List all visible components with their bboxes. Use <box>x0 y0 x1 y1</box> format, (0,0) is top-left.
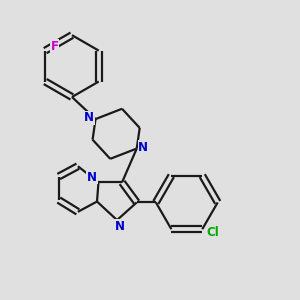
Text: N: N <box>87 171 97 184</box>
Text: N: N <box>115 220 125 233</box>
Text: F: F <box>51 40 58 53</box>
Text: Cl: Cl <box>206 226 219 238</box>
Text: N: N <box>84 111 94 124</box>
Text: N: N <box>138 141 148 154</box>
